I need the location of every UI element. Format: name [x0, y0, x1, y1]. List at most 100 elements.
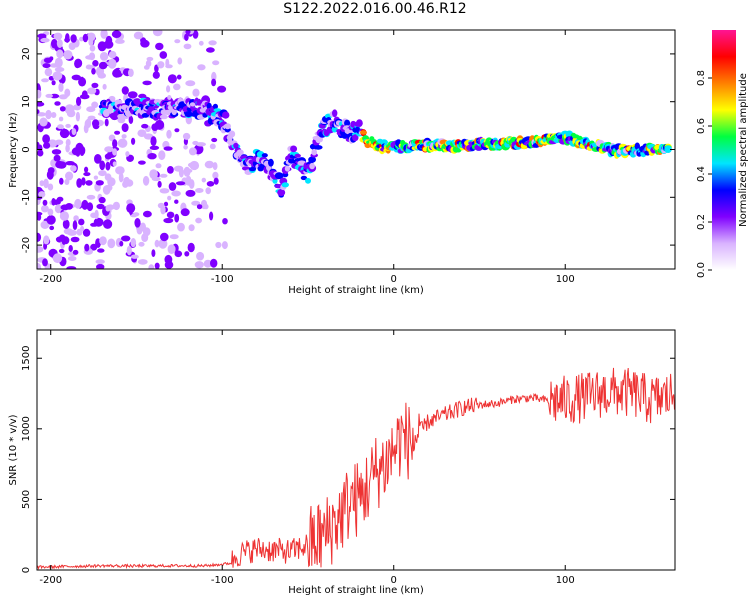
heatmap-cell: [127, 68, 134, 78]
heatmap-cell: [159, 173, 168, 178]
x-tick-label: -200: [39, 575, 62, 586]
x-tick-label: -100: [211, 575, 234, 586]
heatmap-cell: [105, 161, 111, 171]
heatmap-cell: [174, 199, 179, 204]
heatmap-cell: [83, 123, 89, 134]
heatmap-cell: [51, 80, 56, 86]
y-tick-label: 1000: [21, 416, 32, 441]
heatmap-cell: [352, 134, 359, 142]
heatmap-cell: [192, 30, 199, 39]
heatmap-cell: [107, 238, 116, 249]
heatmap-cell: [38, 191, 46, 198]
heatmap-cell: [58, 116, 64, 122]
heatmap-cell: [89, 45, 96, 52]
heatmap-cell: [195, 188, 204, 193]
heatmap-cell: [152, 30, 163, 37]
heatmap-cell: [204, 160, 215, 169]
heatmap-cell: [42, 134, 50, 144]
heatmap-cell: [203, 259, 213, 268]
x-tick-label: -200: [39, 274, 62, 285]
heatmap-cell: [159, 51, 168, 59]
heatmap-cell: [42, 258, 48, 267]
heatmap-cell: [188, 224, 195, 232]
heatmap-cell: [99, 52, 109, 61]
heatmap-cell: [138, 241, 145, 247]
heatmap-cell: [117, 138, 128, 148]
heatmap-cell: [344, 119, 351, 128]
heatmap-cell: [294, 153, 301, 158]
heatmap-cell: [112, 148, 118, 156]
heatmap-cell: [118, 172, 124, 183]
heatmap-cell: [222, 218, 228, 225]
heatmap-cell: [37, 33, 47, 39]
heatmap-cell: [70, 236, 80, 243]
colorbar-label: Normalized spectral amplitude: [738, 73, 749, 227]
heatmap-cell: [211, 78, 217, 87]
heatmap-cell: [274, 172, 284, 180]
heatmap-cell: [175, 181, 186, 186]
heatmap-cell: [66, 109, 76, 118]
heatmap-cell: [189, 102, 196, 107]
heatmap-cell: [121, 123, 129, 133]
heatmap-cell: [57, 124, 64, 130]
heatmap-cell: [151, 176, 161, 182]
heatmap-cell: [127, 91, 138, 99]
heatmap-cell: [45, 109, 52, 120]
figure-title: S122.2022.016.00.46.R12: [283, 1, 467, 17]
heatmap-cell: [37, 262, 41, 269]
x-tick-label: -100: [211, 274, 234, 285]
heatmap-cell: [58, 94, 68, 100]
heatmap-cell: [185, 80, 196, 87]
heatmap-cell: [137, 129, 147, 137]
heatmap-cell: [100, 30, 108, 39]
heatmap-cell: [104, 146, 114, 153]
heatmap-cell: [174, 213, 180, 223]
heatmap-cell: [121, 86, 129, 95]
heatmap-cell: [138, 93, 147, 99]
heatmap-cell: [87, 87, 97, 95]
heatmap-cell: [53, 32, 63, 40]
heatmap-cell: [65, 161, 75, 166]
snr-x-axis-label: Height of straight line (km): [288, 585, 424, 596]
heatmap-cell: [72, 249, 79, 255]
heatmap-cell: [212, 171, 219, 180]
heatmap-cell: [60, 204, 70, 211]
heatmap-cell: [126, 245, 132, 256]
heatmap-cell: [182, 132, 191, 140]
heatmap-cell: [112, 161, 117, 167]
heatmap-cell: [206, 181, 215, 187]
heatmap-cell: [41, 78, 49, 83]
heatmap-cell: [174, 128, 180, 133]
heatmap-cell: [131, 137, 136, 145]
heatmap-cell: [61, 128, 67, 138]
heatmap-cell: [185, 175, 192, 186]
heatmap-cell: [105, 35, 113, 46]
heatmap-cell: [151, 123, 159, 131]
spectrogram-y-axis-label: Frequency (Hz): [8, 112, 19, 188]
heatmap-cell: [37, 89, 42, 99]
heatmap-cell: [158, 150, 166, 161]
heatmap-cell: [76, 96, 82, 106]
heatmap-cell: [99, 236, 107, 246]
heatmap-cell: [138, 160, 146, 165]
heatmap-cell: [54, 67, 65, 72]
heatmap-cell: [356, 119, 363, 127]
heatmap-cell: [68, 42, 76, 50]
heatmap-cell: [121, 235, 131, 242]
heatmap-cell: [51, 38, 58, 49]
heatmap-cell: [59, 106, 66, 112]
x-tick-label: 100: [556, 575, 575, 586]
heatmap-cell: [215, 241, 222, 249]
heatmap-cell: [99, 160, 106, 171]
heatmap-cell: [92, 60, 99, 67]
heatmap-cell: [576, 135, 583, 141]
heatmap-cell: [224, 123, 231, 130]
y-tick-label: -20: [21, 237, 32, 253]
heatmap-cell: [43, 235, 50, 245]
heatmap-cell: [51, 149, 62, 155]
heatmap-cell: [332, 109, 338, 118]
heatmap-cell: [196, 142, 206, 147]
heatmap-cell: [115, 39, 125, 44]
heatmap-cell: [56, 39, 63, 48]
spectrogram-heatmap: [37, 30, 672, 269]
